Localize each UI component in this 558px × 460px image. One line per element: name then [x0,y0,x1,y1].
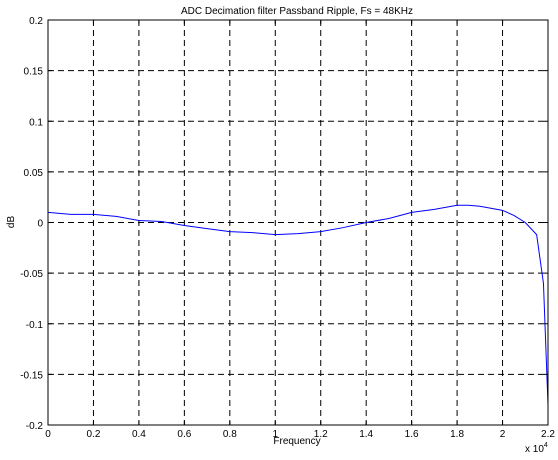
chart-title: ADC Decimation filter Passband Ripple, F… [181,6,413,17]
x-tick-label: 0.6 [177,429,191,440]
y-tick-label: -0.1 [26,320,44,331]
y-tick-label: -0.15 [20,370,43,381]
grid-lines [48,20,548,425]
x-tick-label: 1.4 [359,429,373,440]
y-tick-label: -0.2 [26,421,44,432]
x-tick-label: 2 [500,429,506,440]
y-tick-label: 0.15 [24,67,44,78]
y-tick-label: 0.2 [29,16,43,27]
x-axis-label: Frequency [273,436,320,447]
series-line [47,204,549,405]
axis-ticks: 0 0.2 0.4 0.6 0.8 1 1.2 1.4 1.6 1.8 2 2.2 0.2 0.15 0.1… [20,16,555,440]
x-tick-label: 0 [45,429,51,440]
y-tick-label: 0 [37,219,43,230]
x-tick-label: 1.6 [405,429,419,440]
x-tick-label: 0.4 [132,429,146,440]
x-tick-label: 2.2 [541,429,555,440]
x-tick-label: 1.2 [314,429,328,440]
x-tick-label: 1.8 [450,429,464,440]
series-layer [47,204,549,405]
x-multiplier-base: x 10 [525,444,544,455]
x-tick-label: 0.8 [223,429,237,440]
x-tick-label: 1 [272,429,278,440]
x-multiplier-exponent: 4 [544,442,548,449]
x-multiplier-label: x 104 [525,442,548,455]
y-tick-label: 0.05 [24,168,44,179]
y-tick-label: 0.1 [29,117,43,128]
y-axis-label: dB [6,216,17,229]
y-tick-label: -0.05 [20,269,43,280]
x-tick-label: 0.2 [87,429,101,440]
